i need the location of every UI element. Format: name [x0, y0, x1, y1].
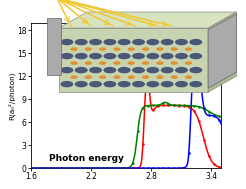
Circle shape — [175, 81, 188, 87]
Circle shape — [89, 67, 102, 73]
Circle shape — [132, 39, 145, 45]
Circle shape — [75, 67, 88, 73]
Circle shape — [99, 47, 106, 51]
Circle shape — [156, 47, 164, 51]
Circle shape — [75, 39, 88, 45]
Text: Photon energy: Photon energy — [49, 154, 124, 163]
Circle shape — [132, 67, 145, 73]
Circle shape — [113, 75, 121, 79]
Y-axis label: R(a₀²/photon): R(a₀²/photon) — [7, 71, 15, 120]
Circle shape — [170, 47, 178, 51]
Circle shape — [146, 39, 159, 45]
Circle shape — [99, 75, 106, 79]
Circle shape — [142, 47, 149, 51]
Circle shape — [189, 53, 202, 59]
Circle shape — [118, 53, 131, 59]
Circle shape — [118, 39, 131, 45]
Circle shape — [61, 39, 73, 45]
Circle shape — [61, 53, 73, 59]
Circle shape — [61, 67, 73, 73]
Circle shape — [146, 53, 159, 59]
Circle shape — [142, 75, 149, 79]
Polygon shape — [208, 14, 236, 88]
Circle shape — [189, 81, 202, 87]
Circle shape — [132, 53, 145, 59]
Circle shape — [161, 39, 174, 45]
Circle shape — [146, 67, 159, 73]
Circle shape — [161, 67, 174, 73]
Circle shape — [128, 61, 135, 65]
Polygon shape — [208, 12, 236, 92]
Circle shape — [142, 61, 149, 65]
Circle shape — [103, 81, 116, 87]
Circle shape — [85, 75, 92, 79]
Circle shape — [128, 75, 135, 79]
Circle shape — [70, 75, 77, 79]
Circle shape — [103, 67, 116, 73]
Circle shape — [61, 81, 73, 87]
Circle shape — [70, 61, 77, 65]
Circle shape — [99, 61, 106, 65]
Circle shape — [185, 75, 192, 79]
Circle shape — [85, 61, 92, 65]
Polygon shape — [47, 18, 61, 75]
Circle shape — [103, 53, 116, 59]
Circle shape — [175, 39, 188, 45]
Circle shape — [185, 47, 192, 51]
Circle shape — [89, 39, 102, 45]
Circle shape — [156, 75, 164, 79]
Circle shape — [189, 67, 202, 73]
Circle shape — [132, 81, 145, 87]
Circle shape — [118, 81, 131, 87]
Circle shape — [75, 81, 88, 87]
Circle shape — [113, 47, 121, 51]
Circle shape — [146, 81, 159, 87]
Circle shape — [170, 75, 178, 79]
Circle shape — [189, 39, 202, 45]
Circle shape — [85, 47, 92, 51]
Circle shape — [113, 61, 121, 65]
Circle shape — [89, 53, 102, 59]
Circle shape — [89, 81, 102, 87]
Circle shape — [128, 47, 135, 51]
Circle shape — [70, 47, 77, 51]
Circle shape — [161, 81, 174, 87]
Circle shape — [156, 61, 164, 65]
Circle shape — [118, 67, 131, 73]
Circle shape — [170, 61, 178, 65]
Polygon shape — [59, 28, 208, 92]
Circle shape — [175, 53, 188, 59]
Circle shape — [75, 53, 88, 59]
Circle shape — [103, 39, 116, 45]
Circle shape — [175, 67, 188, 73]
Circle shape — [185, 61, 192, 65]
Circle shape — [161, 53, 174, 59]
Polygon shape — [59, 12, 236, 28]
